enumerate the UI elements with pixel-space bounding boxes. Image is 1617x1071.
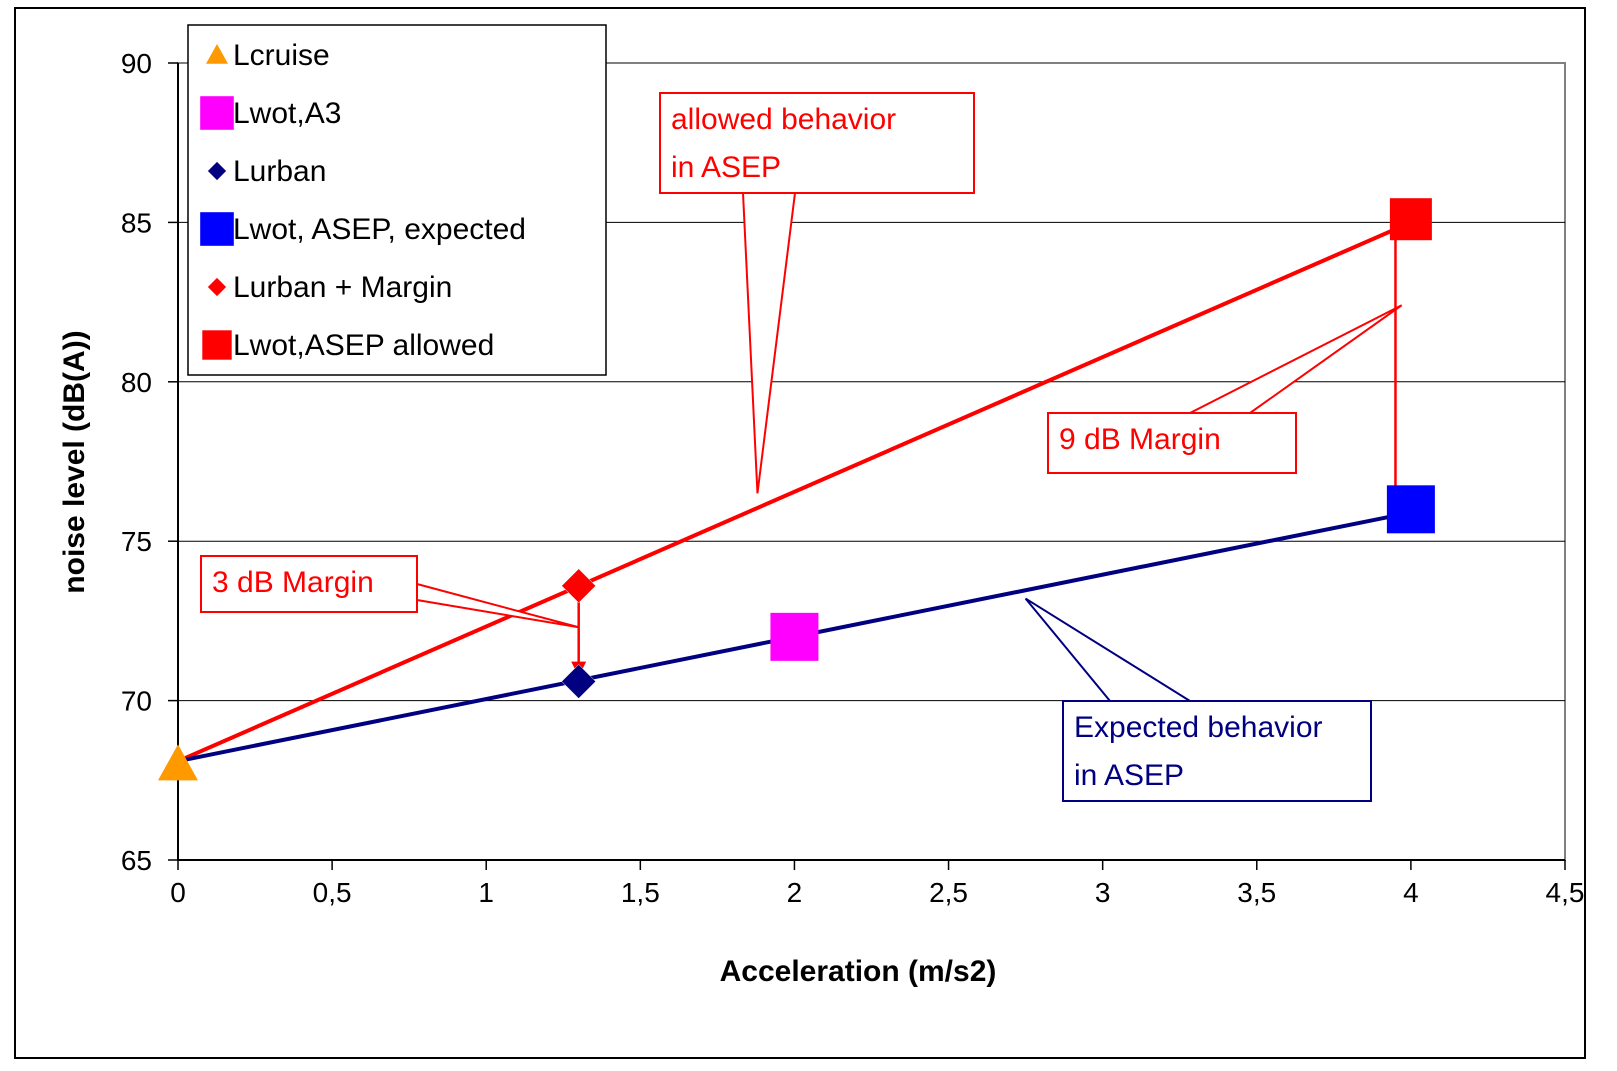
legend-label: Lwot,A3 xyxy=(233,97,341,130)
x-tick-label: 3 xyxy=(1095,877,1111,908)
data-point xyxy=(770,612,819,661)
margin-arrows xyxy=(571,235,1403,677)
data-point xyxy=(561,664,597,699)
x-tick-label: 3,5 xyxy=(1237,877,1276,908)
callout-box xyxy=(200,555,418,613)
callout-expected: Expected behavior in ASEP xyxy=(1024,597,1372,802)
data-point xyxy=(561,568,597,604)
callout-text: 9 dB Margin xyxy=(1059,423,1221,456)
x-tick-label: 4,5 xyxy=(1546,877,1585,908)
callout-margin9: 9 dB Margin xyxy=(1047,304,1403,474)
legend-label: Lurban + Margin xyxy=(233,271,452,304)
callout-text: in ASEP xyxy=(671,151,781,184)
callout-text: in ASEP xyxy=(1074,759,1184,792)
legend-marker xyxy=(202,330,232,360)
data-point xyxy=(1389,198,1432,241)
callout-text: Expected behavior xyxy=(1074,711,1323,744)
legend-label: Lcruise xyxy=(233,39,330,72)
callout-text: allowed behavior xyxy=(671,103,896,136)
x-axis-title: Acceleration (m/s2) xyxy=(720,955,997,988)
y-tick-label: 85 xyxy=(121,207,152,238)
y-tick-label: 70 xyxy=(121,686,152,717)
legend-label: Lwot,ASEP allowed xyxy=(233,329,494,362)
data-point xyxy=(158,744,198,781)
y-tick-label: 80 xyxy=(121,367,152,398)
callout-box xyxy=(1047,412,1297,474)
y-tick-label: 90 xyxy=(121,48,152,79)
legend-marker xyxy=(207,161,227,181)
callout-margin3: 3 dB Margin xyxy=(200,555,579,629)
legend-label: Lurban xyxy=(233,155,326,188)
legend-marker xyxy=(200,96,234,130)
x-tick-label: 2,5 xyxy=(929,877,968,908)
callout-box xyxy=(1062,700,1372,802)
trend-line-allowed xyxy=(177,220,1412,764)
x-tick-label: 0 xyxy=(170,877,186,908)
x-tick-label: 0,5 xyxy=(313,877,352,908)
legend-label: Lwot, ASEP, expected xyxy=(233,213,526,246)
x-tick-label: 4 xyxy=(1403,877,1419,908)
legend-marker xyxy=(206,44,228,64)
callout-text: 3 dB Margin xyxy=(212,566,374,599)
annotations: allowed behavior in ASEP 9 dB Margin 3 dB M… xyxy=(200,92,1403,802)
callout-allowed: allowed behavior in ASEP xyxy=(659,92,975,494)
x-tick-label: 1,5 xyxy=(621,877,660,908)
data-point xyxy=(1386,485,1435,534)
axes: 65 70 75 80 85 90 0 0,5 1 1,5 2 2,5 3 3,5 4 4,5 xyxy=(121,48,1585,908)
legend-marker xyxy=(207,277,227,297)
y-tick-label: 65 xyxy=(121,845,152,876)
data-points xyxy=(158,198,1435,781)
x-tick-label: 1 xyxy=(478,877,494,908)
legend-box xyxy=(187,24,607,376)
y-axis-title: noise level (dB(A)) xyxy=(58,330,91,593)
legend: Lcruise Lwot,A3 Lurban Lwot, ASEP, expected… xyxy=(187,24,607,376)
x-tick-label: 2 xyxy=(787,877,803,908)
legend-marker xyxy=(200,212,234,246)
y-tick-label: 75 xyxy=(121,526,152,557)
callout-box xyxy=(659,92,975,194)
